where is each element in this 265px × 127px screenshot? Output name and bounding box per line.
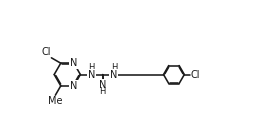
- Text: N: N: [70, 81, 78, 91]
- Text: H: H: [111, 63, 117, 72]
- Text: N: N: [88, 69, 95, 80]
- Text: N: N: [99, 80, 106, 90]
- Text: H: H: [88, 63, 95, 72]
- Text: Me: Me: [48, 96, 62, 106]
- Text: Cl: Cl: [191, 69, 200, 80]
- Text: H: H: [100, 87, 106, 96]
- Text: N: N: [110, 69, 118, 80]
- Text: Cl: Cl: [41, 47, 51, 57]
- Text: N: N: [70, 58, 78, 68]
